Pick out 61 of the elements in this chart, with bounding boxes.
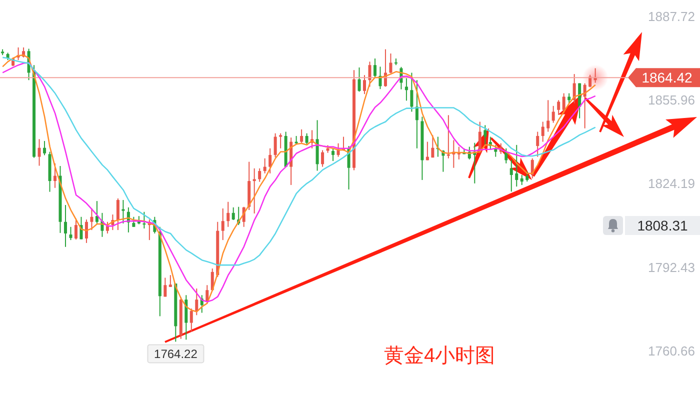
candlestick	[64, 204, 67, 248]
candlestick	[541, 121, 544, 142]
candlestick	[263, 158, 266, 174]
candlestick	[116, 198, 120, 231]
candlestick	[332, 148, 335, 162]
text: 黄金4小时图	[384, 344, 496, 368]
annotation: 1764.22	[154, 346, 198, 361]
candlestick	[557, 100, 560, 116]
candlestick	[142, 211, 146, 229]
candlestick	[404, 78, 408, 102]
candlestick	[184, 294, 188, 340]
candlestick	[221, 208, 224, 241]
candlestick	[321, 150, 324, 168]
candlestick	[43, 140, 46, 156]
candlestick	[588, 74, 592, 88]
candlestick	[520, 174, 524, 186]
candlestick	[90, 208, 94, 231]
candlestick	[122, 200, 125, 224]
candlestick	[268, 148, 272, 174]
y-tick-label: 1792.43	[648, 260, 695, 275]
candlestick	[515, 144, 518, 188]
y-tick-label: 1855.96	[648, 92, 695, 108]
candlestick	[258, 168, 262, 182]
candlestick	[164, 277, 167, 298]
y-tick-label: 1887.72	[648, 8, 695, 24]
candlestick	[568, 92, 571, 104]
candlestick	[484, 124, 487, 146]
candlestick	[562, 92, 566, 114]
candlestick	[389, 52, 392, 74]
candlestick	[195, 288, 198, 316]
candlestick	[358, 66, 361, 92]
candlestick	[69, 226, 72, 241]
candlestick	[38, 138, 41, 166]
y-tick-label: 1824.19	[648, 176, 695, 192]
candlestick	[226, 201, 230, 228]
candlestick	[546, 100, 550, 132]
candlestick	[279, 132, 282, 149]
candlestick	[431, 134, 434, 158]
candlestick	[274, 132, 277, 158]
text: 1808.31	[637, 217, 688, 234]
candlestick	[300, 128, 304, 144]
candlestick	[536, 131, 540, 158]
candlestick	[410, 72, 414, 112]
y-tick-label: 1760.66	[648, 344, 695, 359]
candlestick	[190, 308, 193, 332]
candlestick	[526, 171, 529, 182]
candlestick	[362, 74, 366, 95]
candlestick	[510, 159, 513, 192]
candlestick	[54, 162, 57, 188]
ref-line-label: 1864.42	[642, 70, 693, 86]
candlestick	[252, 168, 256, 214]
candlestick	[95, 200, 98, 224]
candlestick	[305, 132, 308, 146]
candlestick	[74, 218, 78, 240]
candlestick	[84, 219, 88, 244]
candlestick	[373, 58, 376, 78]
candlestick	[552, 105, 555, 124]
candlestick	[168, 274, 172, 288]
candlestick	[232, 206, 235, 221]
candlestick	[132, 216, 136, 228]
candlestick	[368, 61, 372, 88]
